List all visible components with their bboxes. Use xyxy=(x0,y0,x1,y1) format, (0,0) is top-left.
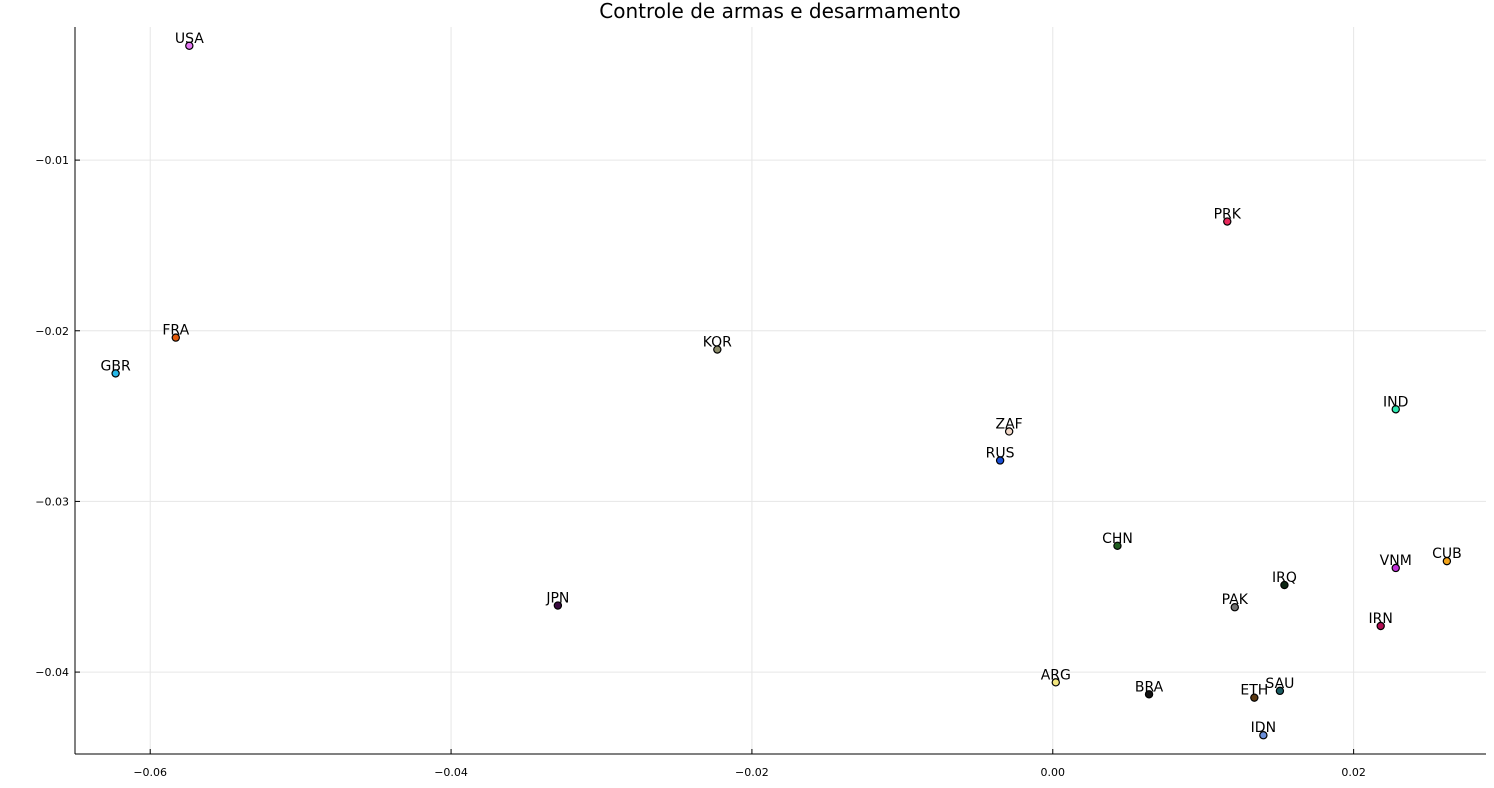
data-point-irn xyxy=(1376,621,1385,631)
data-label-pak: PAK xyxy=(1222,592,1249,608)
data-point-kor xyxy=(713,345,722,354)
x-tick-label: −0.02 xyxy=(735,766,769,779)
data-point-arg xyxy=(1051,678,1060,687)
x-tick-label: 0.00 xyxy=(1041,766,1066,779)
grid xyxy=(75,27,1486,754)
data-point-usa xyxy=(185,41,194,50)
data-label-arg: ARG xyxy=(1041,667,1071,683)
data-point-bra xyxy=(1144,690,1154,699)
data-point-cub xyxy=(1442,556,1452,566)
axes xyxy=(74,27,1486,755)
data-label-kor: KOR xyxy=(703,335,732,351)
data-label-bra: BRA xyxy=(1135,679,1164,695)
data-label-jpn: JPN xyxy=(545,591,569,607)
data-point-sau xyxy=(1275,686,1285,696)
data-label-sau: SAU xyxy=(1265,676,1294,692)
data-point-prk xyxy=(1223,217,1232,226)
data-point-irq xyxy=(1280,580,1289,590)
data-point-eth xyxy=(1250,693,1259,702)
data-point-jpn xyxy=(553,601,563,610)
data-point-chn xyxy=(1113,541,1122,550)
data-point-fra xyxy=(171,333,180,342)
x-tick-label: −0.06 xyxy=(133,766,167,779)
data-labels: USA FRA GBR KOR PRK ZAF RUS IND CHN CUB VNM IRQ JPN P… xyxy=(101,31,1462,736)
data-label-prk: PRK xyxy=(1214,207,1242,223)
data-point-ind xyxy=(1391,405,1400,414)
data-label-zaf: ZAF xyxy=(996,416,1023,432)
data-label-rus: RUS xyxy=(986,445,1015,461)
data-label-fra: FRA xyxy=(162,323,189,339)
tick-labels: −0.06 −0.04 −0.02 0.00 0.02 −0.01 −0.02 −0.03 −0… xyxy=(35,154,1366,779)
y-tick-label: −0.02 xyxy=(35,325,69,338)
data-label-usa: USA xyxy=(175,31,204,47)
x-tick-label: −0.04 xyxy=(434,766,468,779)
data-point-rus xyxy=(995,456,1005,465)
chart-title: Controle de armas e desarmamento xyxy=(599,0,960,23)
data-label-idn: IDN xyxy=(1251,720,1276,736)
data-point-vnm xyxy=(1391,563,1400,573)
data-point-idn xyxy=(1259,731,1268,740)
data-points xyxy=(111,41,1452,740)
data-label-chn: CHN xyxy=(1102,531,1133,547)
data-point-zaf xyxy=(1004,427,1014,436)
data-label-eth: ETH xyxy=(1240,683,1268,699)
y-tick-label: −0.01 xyxy=(35,154,69,167)
data-label-vnm: VNM xyxy=(1380,553,1412,569)
y-tick-label: −0.03 xyxy=(35,495,69,508)
data-label-irn: IRN xyxy=(1369,611,1393,627)
data-label-irq: IRQ xyxy=(1272,570,1297,586)
data-point-gbr xyxy=(111,369,120,378)
data-label-cub: CUB xyxy=(1432,546,1462,562)
y-tick-label: −0.04 xyxy=(35,666,69,679)
data-label-gbr: GBR xyxy=(101,358,131,374)
data-label-ind: IND xyxy=(1383,394,1408,410)
data-point-pak xyxy=(1230,603,1239,612)
x-tick-label: 0.02 xyxy=(1341,766,1366,779)
